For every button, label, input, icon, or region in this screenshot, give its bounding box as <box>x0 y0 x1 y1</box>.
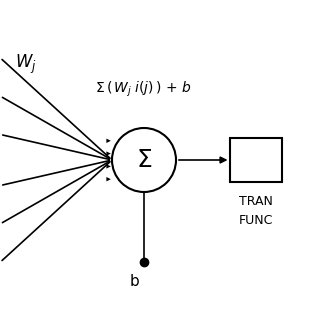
Text: FUNC: FUNC <box>239 214 273 227</box>
Text: TRAN: TRAN <box>239 195 273 208</box>
Circle shape <box>112 128 176 192</box>
Text: $W_j$: $W_j$ <box>15 52 36 76</box>
Text: Σ: Σ <box>136 148 152 172</box>
FancyBboxPatch shape <box>230 138 282 182</box>
Text: b: b <box>130 274 139 289</box>
Text: $\Sigma\,(\,W_j\;i(j)\,)\,+\,b$: $\Sigma\,(\,W_j\;i(j)\,)\,+\,b$ <box>95 80 193 99</box>
